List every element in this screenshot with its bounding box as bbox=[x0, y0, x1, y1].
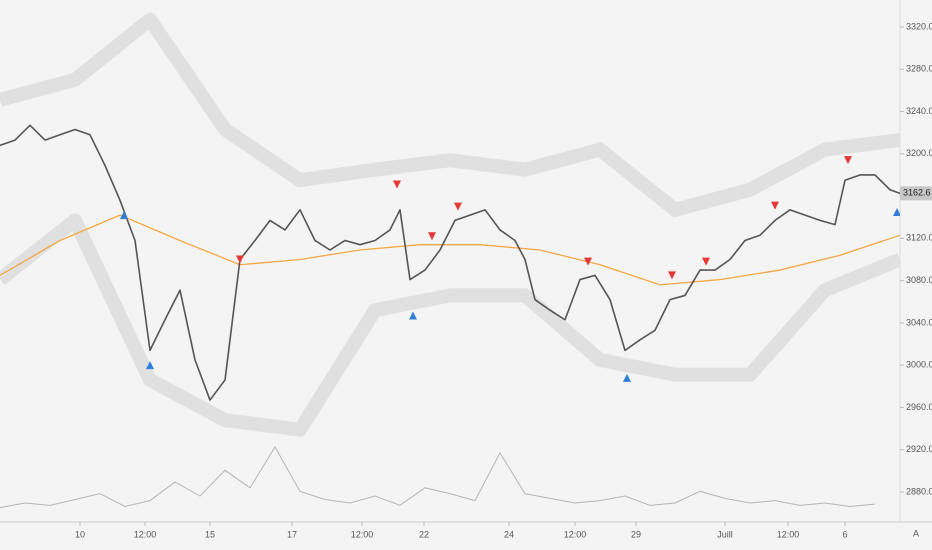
x-tick-label: 17 bbox=[287, 529, 297, 539]
y-tick-label: 2960.0 bbox=[906, 402, 932, 412]
y-tick-label: 3280.0 bbox=[906, 64, 932, 74]
sell-signal bbox=[393, 180, 401, 189]
y-tick-label: 3040.0 bbox=[906, 317, 932, 327]
plot-area bbox=[0, 12, 900, 509]
y-tick-label: 2920.0 bbox=[906, 444, 932, 454]
y-tick-label: 3080.0 bbox=[906, 275, 932, 285]
x-tick-label: 29 bbox=[631, 529, 641, 539]
x-tick-label: Juill bbox=[717, 529, 733, 539]
sell-signal bbox=[584, 257, 592, 266]
x-tick-label: 6 bbox=[842, 529, 847, 539]
moving-average bbox=[0, 214, 900, 286]
sell-signal bbox=[428, 232, 436, 241]
scale-button[interactable]: A bbox=[913, 528, 919, 538]
y-tick-label: 2880.0 bbox=[906, 486, 932, 496]
band bbox=[0, 213, 900, 437]
x-tick-label: 10 bbox=[75, 529, 85, 539]
x-tick-label: 24 bbox=[504, 529, 514, 539]
y-tick-label: 3000.0 bbox=[906, 360, 932, 370]
sell-signal bbox=[771, 201, 779, 210]
buy-signal bbox=[120, 211, 128, 220]
x-tick-label: 12:00 bbox=[351, 529, 374, 539]
y-tick-label: 3200.0 bbox=[906, 148, 932, 158]
price-line bbox=[0, 124, 900, 401]
x-tick-label: 22 bbox=[419, 529, 429, 539]
sell-signal bbox=[702, 257, 710, 266]
buy-signal bbox=[893, 207, 900, 216]
sell-signal bbox=[454, 202, 462, 211]
y-tick-label: 3320.0 bbox=[906, 21, 932, 31]
sell-signal bbox=[236, 255, 244, 264]
x-tick-label: 15 bbox=[205, 529, 215, 539]
x-tick-label: 12:00 bbox=[564, 529, 587, 539]
y-tick-label: 3240.0 bbox=[906, 106, 932, 116]
x-tick-label: 12:00 bbox=[777, 529, 800, 539]
buy-signal bbox=[623, 373, 631, 382]
buy-signal bbox=[409, 311, 417, 320]
last-price-box bbox=[900, 186, 932, 201]
last-price-label: 3162.6 bbox=[903, 188, 931, 198]
volume-line bbox=[0, 446, 876, 509]
sell-signal bbox=[668, 271, 676, 280]
buy-signal bbox=[146, 361, 154, 370]
x-tick-label: 12:00 bbox=[134, 529, 157, 539]
sell-signal bbox=[844, 156, 852, 165]
band bbox=[0, 12, 900, 217]
y-tick-label: 3120.0 bbox=[906, 233, 932, 243]
